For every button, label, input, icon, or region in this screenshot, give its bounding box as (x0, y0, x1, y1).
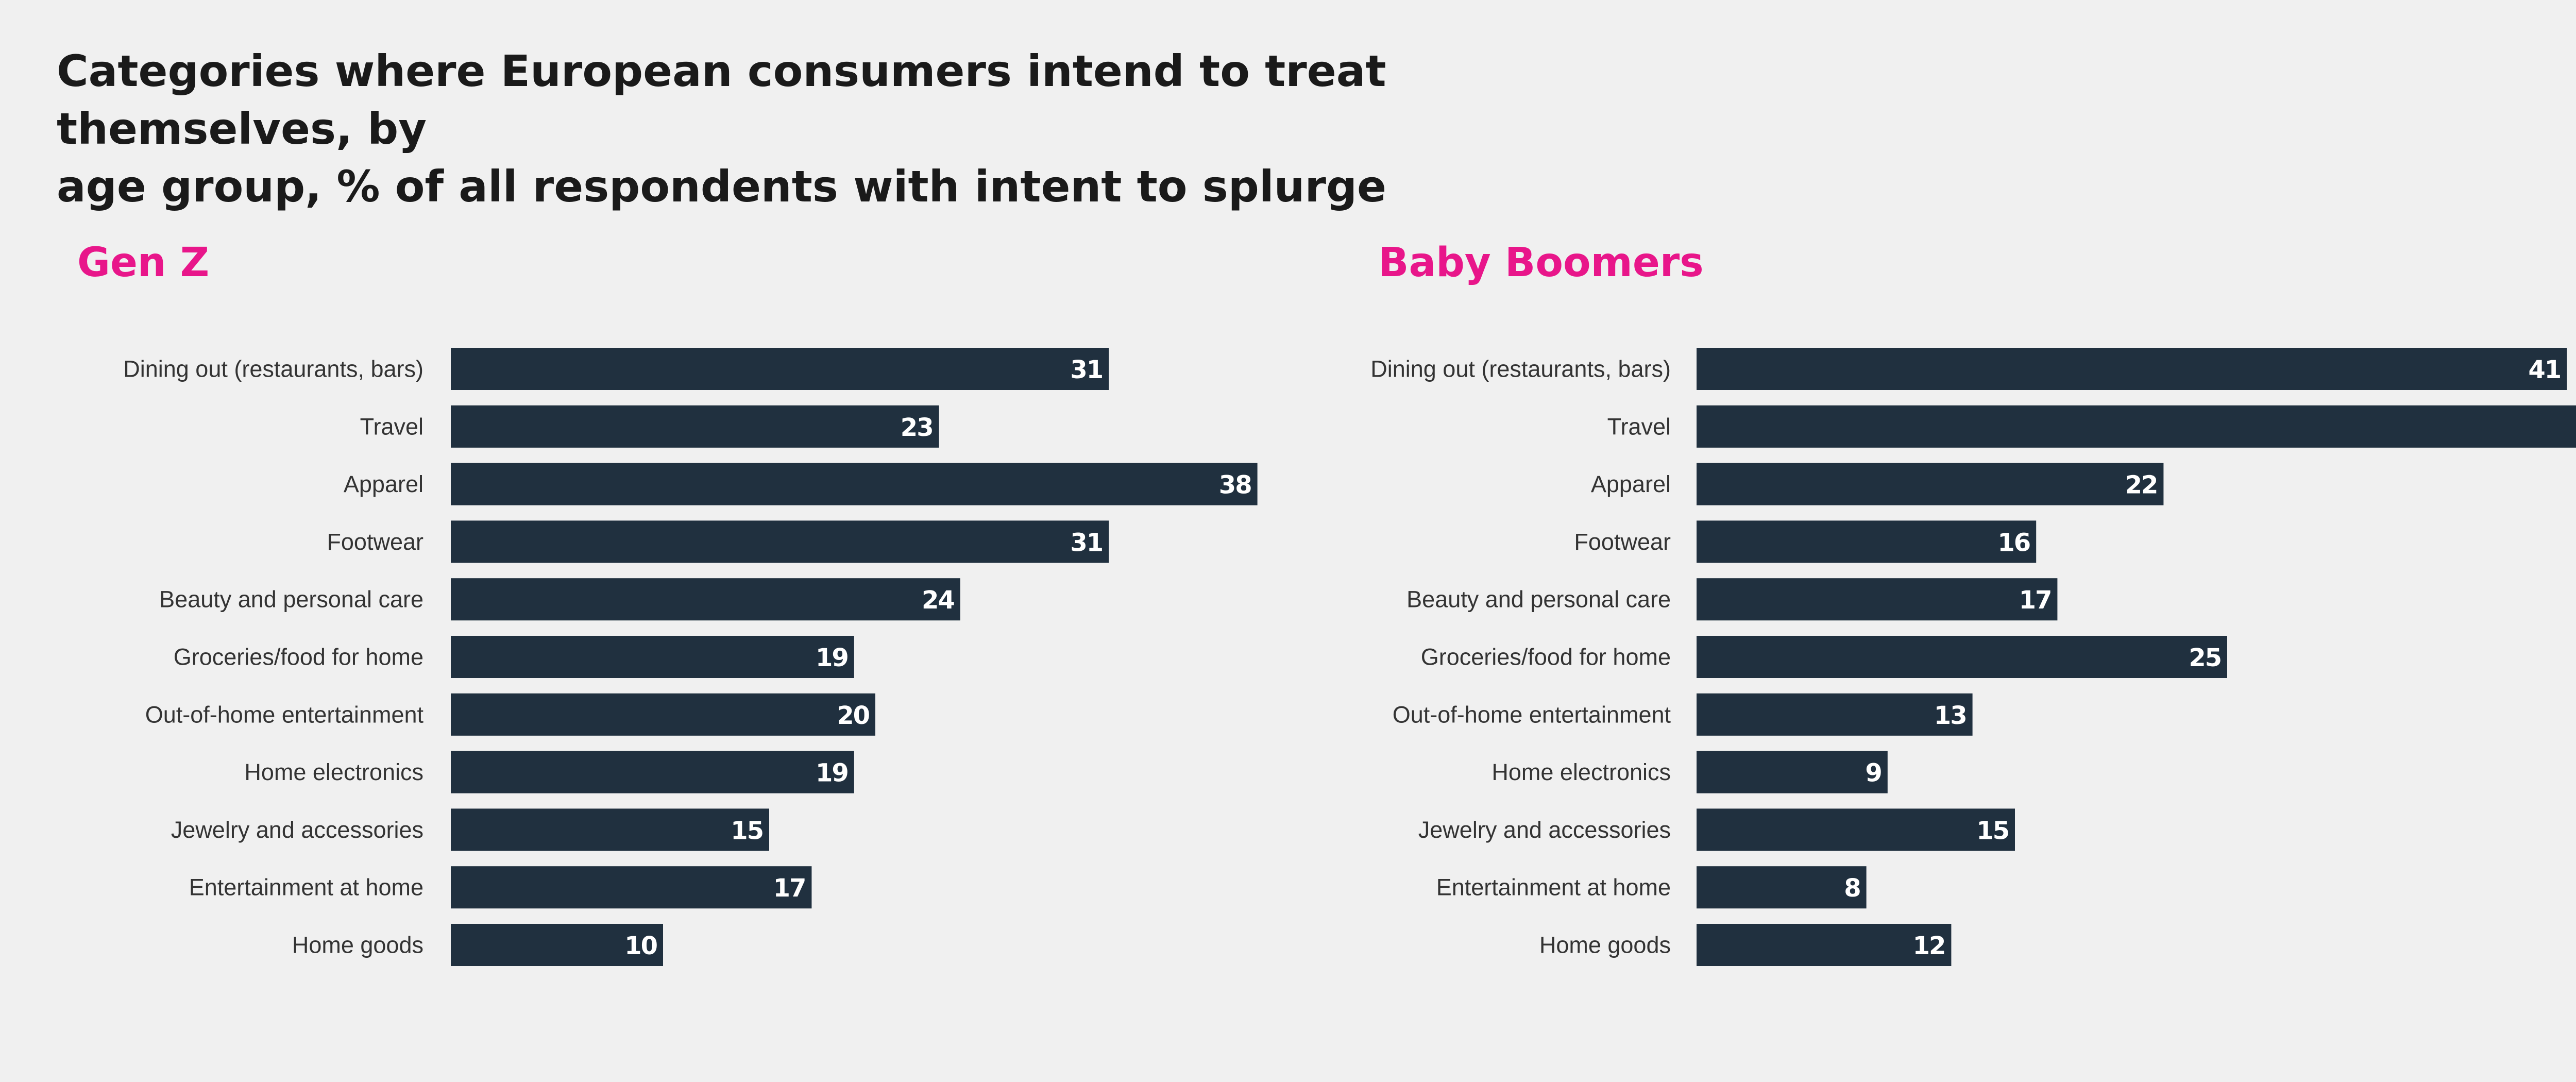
category-label: Jewelry and accessories (171, 817, 423, 843)
category-label: Entertainment at home (189, 874, 423, 901)
bar-row: Dining out (restaurants, bars) 31 (123, 348, 1109, 390)
bar-row: Home electronics 19 (244, 751, 854, 793)
data-label: 10 (624, 932, 657, 960)
data-label: 12 (1913, 932, 1945, 960)
bar-row: Out-of-home entertainment 20 (145, 693, 875, 736)
category-label: Jewelry and accessories (1418, 817, 1671, 843)
bar-chart-baby-boomers: Dining out (restaurants, bars) 41 Travel44… (1370, 348, 2576, 966)
category-label: Home electronics (1492, 759, 1671, 785)
chart-title-line-1: Categories where European consumers inte… (57, 46, 1386, 154)
bar (1697, 866, 1867, 909)
data-label: 17 (2019, 586, 2052, 615)
data-label: 15 (1976, 816, 2009, 845)
data-label: 17 (773, 874, 806, 903)
bar (451, 520, 1109, 563)
bar (1697, 924, 1952, 966)
category-label: Apparel (1591, 471, 1671, 497)
bar (451, 693, 875, 736)
bar (451, 751, 854, 793)
data-label: 31 (1070, 356, 1103, 384)
chart-title: Categories where European consumers inte… (57, 42, 1602, 215)
bar (451, 924, 663, 966)
chart-title-line-2: age group, % of all respondents with int… (57, 161, 1386, 212)
bar-row: Dining out (restaurants, bars) 41 (1370, 348, 2567, 390)
category-label: Out-of-home entertainment (1393, 701, 1671, 728)
bar (451, 578, 960, 621)
bar (1697, 348, 2567, 390)
bar-row: Groceries/food for home 19 (174, 636, 854, 678)
category-label: Out-of-home entertainment (145, 701, 424, 728)
data-label: 19 (816, 759, 848, 788)
bar-row: Apparel 22 (1591, 463, 2164, 505)
panel-title-baby-boomers: Baby Boomers (1378, 240, 1704, 286)
data-label: 24 (922, 586, 954, 615)
bar-row: Entertainment at home 8 (1436, 866, 1867, 909)
bar (451, 463, 1258, 505)
bar (451, 636, 854, 678)
data-label: 38 (1219, 471, 1251, 500)
bar (1697, 520, 2037, 563)
data-label: 16 (1997, 528, 2030, 557)
bar (1697, 751, 1888, 793)
bar-row: Beauty and personal care 17 (1406, 578, 2058, 621)
bar-row: Footwear 31 (327, 520, 1109, 563)
bar (451, 808, 769, 851)
bar-row: Travel 23 (360, 405, 939, 448)
category-label: Home goods (1539, 932, 1671, 958)
data-label: 22 (2125, 471, 2158, 500)
category-label: Dining out (restaurants, bars) (1370, 356, 1671, 382)
bar-row: Apparel 38 (344, 463, 1258, 505)
category-label: Travel (360, 413, 423, 439)
data-label: 8 (1844, 874, 1860, 903)
bar (1697, 578, 2058, 621)
bar-chart-gen-z: Dining out (restaurants, bars) 31 Travel 23… (123, 348, 1258, 966)
data-label: 20 (837, 701, 869, 730)
bar-row: Home goods 12 (1539, 924, 1952, 966)
bar (451, 405, 939, 448)
data-label: 9 (1865, 759, 1881, 788)
bar (1697, 808, 2015, 851)
bar (451, 348, 1109, 390)
bar-row: Beauty and personal care 24 (159, 578, 960, 621)
data-label: 25 (2189, 644, 2221, 672)
category-label: Dining out (restaurants, bars) (123, 356, 423, 382)
bar-row: Footwear 16 (1574, 520, 2037, 563)
bar-row: Jewelry and accessories 15 (1418, 808, 2015, 851)
category-label: Home electronics (244, 759, 423, 785)
bar-row: Out-of-home entertainment 13 (1393, 693, 1973, 736)
data-label: 15 (731, 816, 763, 845)
category-label: Footwear (1574, 529, 1671, 555)
bar-row: Home goods 10 (292, 924, 663, 966)
bar (1697, 693, 1973, 736)
data-label: 31 (1070, 528, 1103, 557)
category-label: Home goods (292, 932, 423, 958)
bar-row: Entertainment at home 17 (189, 866, 812, 909)
bar-row: Groceries/food for home 25 (1421, 636, 2227, 678)
data-label: 23 (901, 413, 933, 442)
data-label: 41 (2528, 356, 2561, 384)
category-label: Beauty and personal care (159, 586, 423, 613)
category-label: Groceries/food for home (174, 644, 423, 670)
category-label: Groceries/food for home (1421, 644, 1671, 670)
category-label: Travel (1607, 413, 1671, 439)
bar (451, 866, 812, 909)
data-label: 13 (1934, 701, 1967, 730)
bar (1697, 636, 2227, 678)
bar (1697, 463, 2164, 505)
data-label: 19 (816, 644, 848, 672)
category-label: Entertainment at home (1436, 874, 1671, 901)
category-label: Apparel (344, 471, 423, 497)
bar-row: Home electronics 9 (1492, 751, 1888, 793)
bar-row: Jewelry and accessories 15 (171, 808, 769, 851)
category-label: Footwear (327, 529, 423, 555)
panel-title-gen-z: Gen Z (77, 240, 210, 286)
bar (1697, 405, 2576, 448)
category-label: Beauty and personal care (1406, 586, 1671, 613)
bar-row: Travel44 (1607, 405, 2576, 448)
